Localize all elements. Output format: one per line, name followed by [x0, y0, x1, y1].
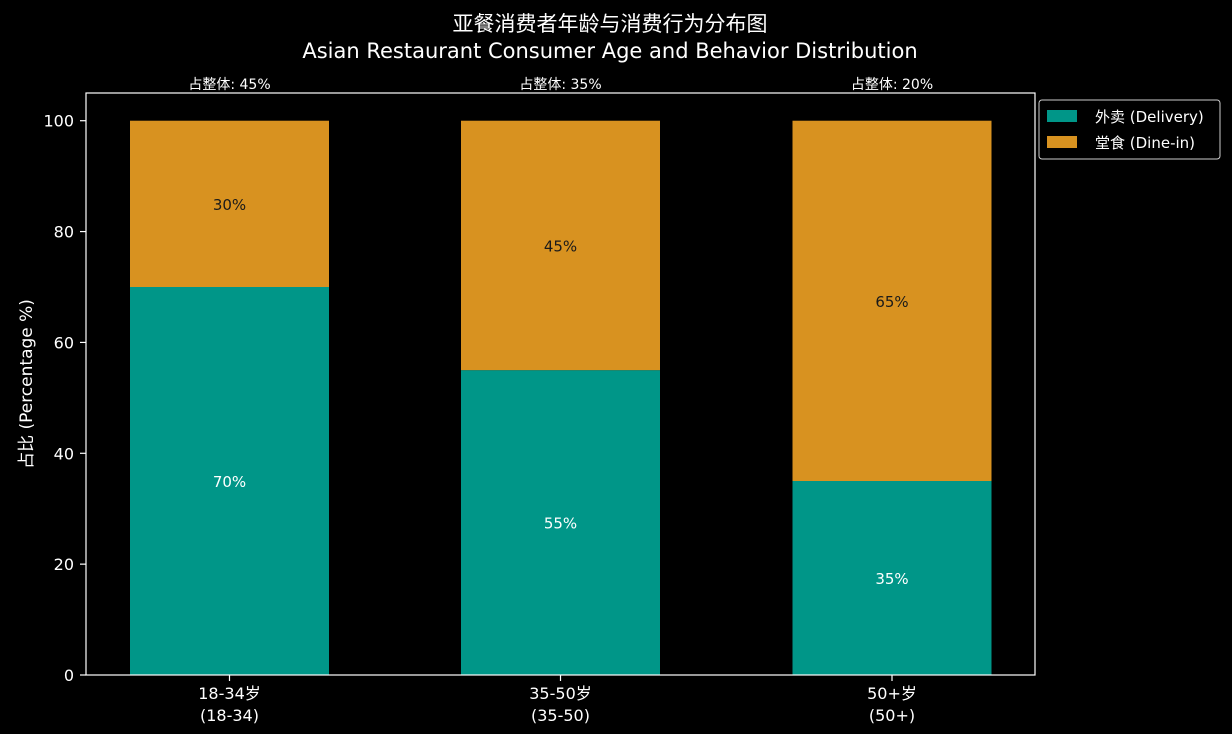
y-tick-label: 40 — [54, 444, 74, 463]
x-tick-sublabel: (50+) — [869, 706, 915, 725]
bar-value-label: 55% — [544, 515, 577, 533]
y-tick-label: 20 — [54, 555, 74, 574]
axes-frame — [85, 92, 1036, 676]
bar-value-label: 70% — [213, 473, 246, 491]
legend-label: 堂食 (Dine-in) — [1095, 134, 1195, 152]
y-tick-label: 100 — [43, 112, 74, 131]
x-tick-label: 35-50岁 — [529, 684, 592, 703]
bar-segment — [792, 120, 992, 481]
bar-value-label: 45% — [544, 237, 577, 255]
chart-title: 亚餐消费者年龄与消费行为分布图 — [453, 12, 768, 36]
bar-segment — [461, 120, 660, 371]
bar-segment — [461, 370, 660, 675]
bar-value-label: 65% — [875, 293, 908, 311]
x-tick-sublabel: (18-34) — [200, 706, 259, 725]
bar-value-label: 35% — [875, 570, 908, 588]
x-tick-sublabel: (35-50) — [531, 706, 590, 725]
plot-area: 0 20 40 60 80 100 70% 30% 18-34岁 (18-34) 占整体: 45% 5… — [43, 77, 992, 725]
legend-box — [1038, 99, 1221, 160]
bar-segment — [792, 481, 992, 675]
y-tick-label: 80 — [54, 223, 74, 242]
bar-segment — [130, 120, 329, 287]
category-share-label: 占整体: 45% — [188, 77, 270, 93]
y-axis-label: 占比 (Percentage %) — [17, 299, 37, 469]
legend-swatch — [1047, 110, 1077, 122]
bar-segment — [130, 287, 329, 675]
chart-subtitle: Asian Restaurant Consumer Age and Behavi… — [302, 39, 917, 63]
bar-value-label: 30% — [213, 196, 246, 214]
x-tick-label: 50+岁 — [867, 684, 917, 703]
category-share-label: 占整体: 20% — [851, 77, 933, 93]
legend-swatch — [1047, 136, 1077, 148]
legend: 外卖 (Delivery) 堂食 (Dine-in) — [1038, 99, 1221, 160]
x-tick-label: 18-34岁 — [198, 684, 261, 703]
category-share-label: 占整体: 35% — [519, 77, 601, 93]
y-tick-label: 60 — [54, 333, 74, 352]
legend-label: 外卖 (Delivery) — [1095, 108, 1204, 126]
y-tick-label: 0 — [64, 666, 74, 685]
